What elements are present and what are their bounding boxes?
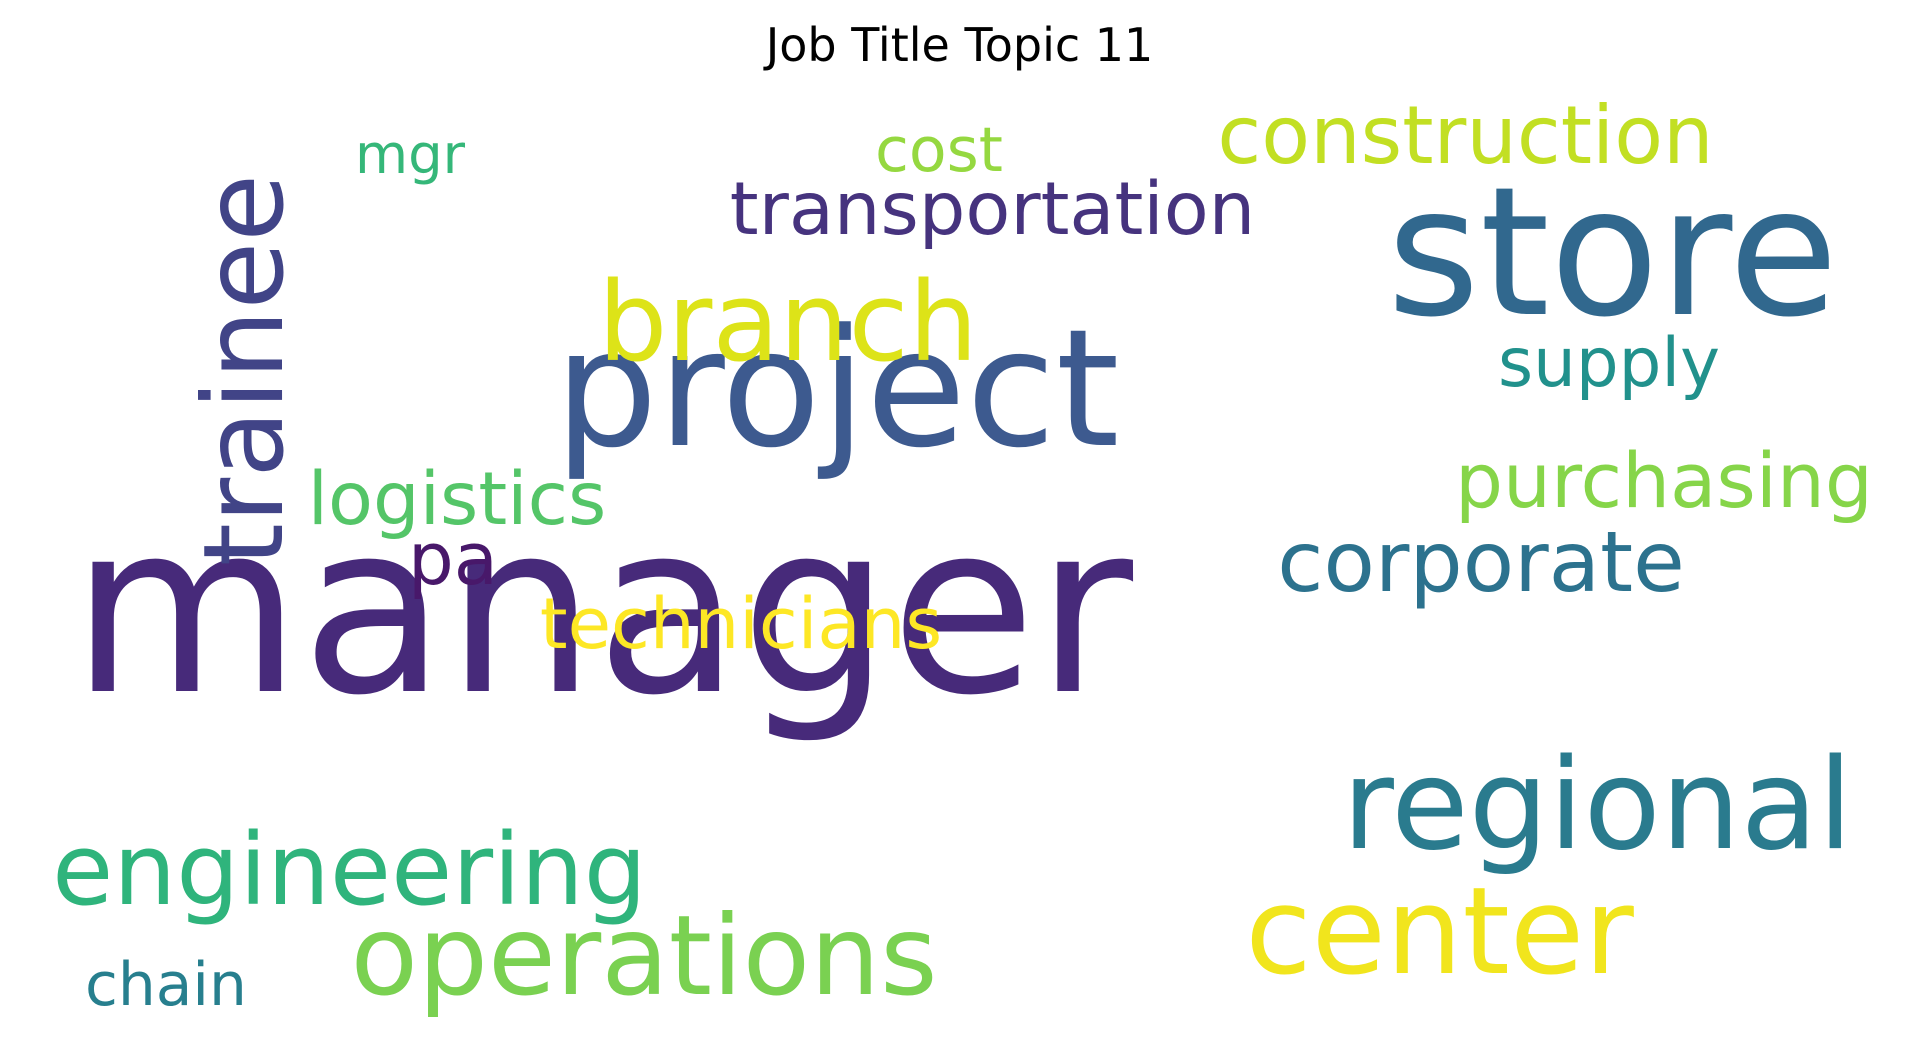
word-trainee: trainee xyxy=(181,173,310,567)
word-corporate: corporate xyxy=(1277,513,1685,611)
word-logistics: logistics xyxy=(307,457,607,543)
word-project: project xyxy=(554,295,1120,485)
word-supply: supply xyxy=(1498,323,1720,403)
word-construction: construction xyxy=(1217,89,1714,183)
word-mgr: mgr xyxy=(355,122,466,187)
word-technicians: technicians xyxy=(539,581,943,665)
word-cost: cost xyxy=(875,114,1003,187)
word-store: store xyxy=(1386,148,1839,357)
chart-title: Job Title Topic 11 xyxy=(765,18,1154,72)
word-chain: chain xyxy=(85,950,247,1021)
word-engineering: engineering xyxy=(52,813,647,929)
word-operations: operations xyxy=(350,893,938,1022)
word-regional: regional xyxy=(1342,731,1853,878)
word-center: center xyxy=(1245,862,1634,1003)
word-purchasing: purchasing xyxy=(1455,437,1873,526)
word-branch: branch xyxy=(598,259,978,387)
word-manager: manager xyxy=(71,472,1134,748)
word-transportation: transportation xyxy=(729,167,1256,253)
word-pa: pa xyxy=(408,518,498,602)
